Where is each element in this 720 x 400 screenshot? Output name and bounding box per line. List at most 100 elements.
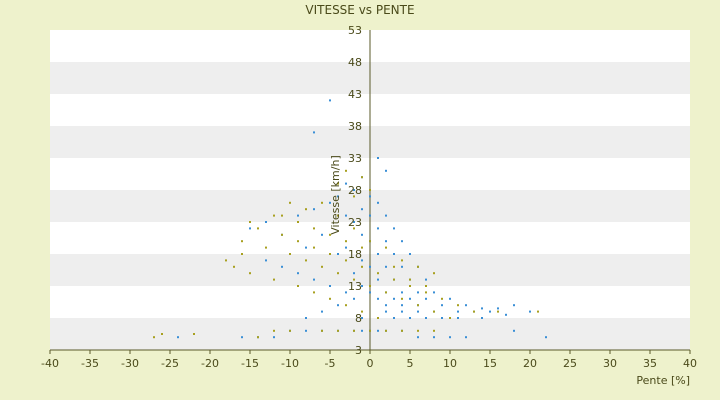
data-point [361, 246, 363, 249]
data-point [385, 265, 387, 268]
data-point [321, 201, 323, 204]
data-point [457, 304, 459, 307]
data-point [321, 265, 323, 268]
data-point [249, 221, 251, 223]
data-point [385, 291, 387, 294]
data-point [393, 278, 395, 281]
data-point [401, 304, 403, 307]
data-point [249, 227, 251, 230]
x-tick-label: -5 [325, 357, 336, 370]
data-point [409, 297, 411, 300]
data-point [233, 265, 235, 268]
data-point [433, 336, 435, 339]
x-tick-label: -10 [281, 357, 299, 370]
data-point [417, 265, 419, 268]
data-point [289, 329, 291, 332]
data-point [369, 265, 371, 268]
data-point [385, 169, 387, 172]
data-point [193, 333, 195, 335]
data-point [369, 291, 371, 294]
data-point [265, 259, 267, 262]
data-point [385, 310, 387, 313]
data-point [177, 336, 179, 339]
data-point [305, 329, 307, 332]
data-point [297, 214, 299, 217]
data-point [505, 313, 507, 316]
data-point [401, 291, 403, 294]
data-point [385, 240, 387, 243]
data-point [313, 291, 315, 294]
data-point [273, 329, 275, 332]
y-tick-label: 43 [348, 88, 362, 101]
data-point [417, 336, 419, 339]
data-point [425, 297, 427, 300]
data-point [545, 336, 547, 339]
x-tick-label: -20 [201, 357, 219, 370]
data-point [225, 259, 227, 262]
data-point [161, 333, 163, 335]
data-point [313, 246, 315, 249]
data-point [241, 240, 243, 243]
data-point [281, 214, 283, 217]
x-axis-label: Pente [%] [636, 374, 690, 387]
data-point [393, 265, 395, 268]
data-point [385, 329, 387, 332]
data-point [345, 214, 347, 217]
data-point [345, 304, 347, 307]
data-point [401, 265, 403, 268]
y-tick-label: 23 [348, 216, 362, 229]
data-point [425, 317, 427, 319]
data-point [297, 240, 299, 243]
data-point [329, 233, 331, 236]
data-point [377, 272, 379, 275]
data-point [449, 297, 451, 300]
data-point [329, 201, 331, 204]
y-tick-label: 18 [348, 248, 362, 261]
data-point [241, 336, 243, 339]
data-point [361, 310, 363, 313]
data-point [377, 227, 379, 230]
data-point [337, 253, 339, 255]
data-point [321, 329, 323, 332]
x-tick-label: 5 [407, 357, 414, 370]
data-point [409, 317, 411, 319]
data-point [537, 310, 539, 313]
data-point [329, 99, 331, 102]
data-point [361, 317, 363, 319]
data-point [153, 336, 155, 339]
data-point [465, 336, 467, 339]
data-point [353, 272, 355, 275]
x-tick-label: 35 [643, 357, 657, 370]
data-point [345, 240, 347, 243]
data-point [513, 329, 515, 332]
data-point [489, 310, 491, 313]
data-point [265, 246, 267, 249]
data-point [337, 195, 339, 198]
data-point [305, 259, 307, 262]
data-point [313, 131, 315, 134]
data-point [425, 291, 427, 294]
data-point [249, 272, 251, 275]
data-point [313, 227, 315, 230]
data-point [361, 265, 363, 268]
x-tick-label: 40 [683, 357, 697, 370]
x-tick-label: 25 [563, 357, 577, 370]
x-tick-label: -25 [161, 357, 179, 370]
data-point [305, 208, 307, 211]
data-point [337, 329, 339, 332]
x-tick-label: -35 [81, 357, 99, 370]
data-point [369, 329, 371, 332]
data-point [329, 253, 331, 255]
data-point [401, 240, 403, 243]
data-point [433, 272, 435, 275]
data-point [449, 317, 451, 319]
data-point [289, 201, 291, 204]
data-point [305, 246, 307, 249]
data-point [393, 297, 395, 300]
data-point [409, 253, 411, 255]
data-point [353, 297, 355, 300]
data-point [313, 278, 315, 281]
data-point [529, 310, 531, 313]
chart-title: VITESSE vs PENTE [305, 3, 414, 17]
